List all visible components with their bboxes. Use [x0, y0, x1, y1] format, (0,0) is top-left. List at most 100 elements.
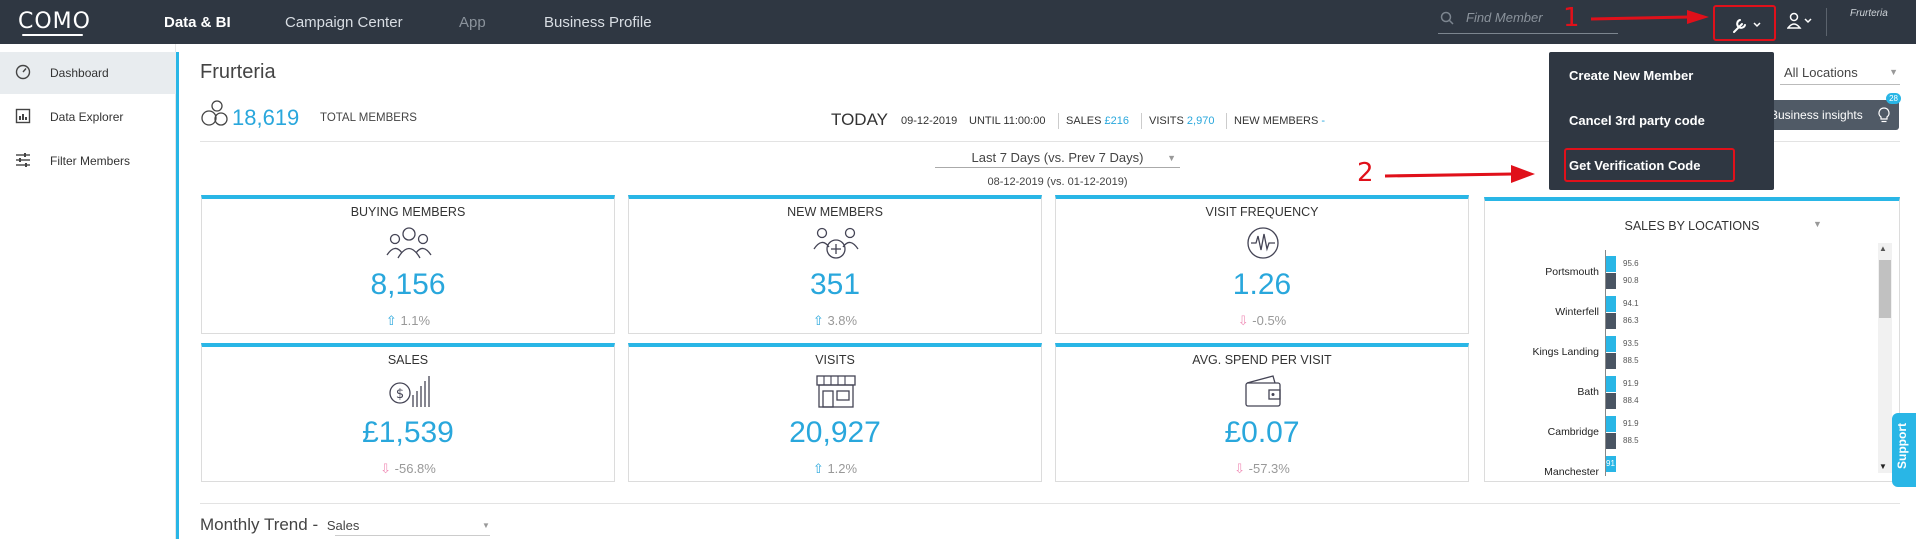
location-bar[interactable]	[1605, 313, 1616, 329]
kpi-title: VISIT FREQUENCY	[1205, 205, 1319, 219]
location-bar[interactable]	[1605, 256, 1616, 272]
kpi-title: BUYING MEMBERS	[350, 205, 466, 219]
nav-business-profile[interactable]: Business Profile	[544, 14, 652, 31]
up-arrow-icon: ⇧	[385, 313, 397, 328]
lightbulb-icon	[1878, 107, 1890, 123]
bar-value-label: 91.9	[1623, 419, 1639, 428]
menu-item-cancel-3rd-party-code[interactable]: Cancel 3rd party code	[1569, 113, 1705, 128]
kpi-change-value: -57.3%	[1248, 461, 1290, 476]
today-new-members-value: -	[1321, 115, 1326, 127]
bar-value-label: 88.5	[1623, 436, 1639, 445]
sidebar-item-data-explorer[interactable]: Data Explorer	[0, 96, 176, 138]
location-bar[interactable]	[1605, 376, 1616, 392]
location-bar[interactable]	[1605, 456, 1616, 472]
scroll-down-icon[interactable]: ▼	[1879, 462, 1887, 471]
sidebar-item-filter-members[interactable]: Filter Members	[0, 140, 176, 182]
bar-value-label: 88.4	[1623, 396, 1639, 405]
menu-item-get-verification-code[interactable]: Get Verification Code	[1569, 158, 1701, 173]
chevron-down-icon: ▼	[1167, 153, 1176, 163]
sales-icon: $	[389, 376, 430, 407]
today-new-members-label: NEW MEMBERS	[1234, 115, 1319, 127]
chevron-down-icon: ▼	[1889, 67, 1898, 77]
location-label: Bath	[1577, 386, 1599, 398]
annotation-number-1: 1	[1563, 3, 1580, 33]
bar-value-label: 91.9	[1623, 379, 1639, 388]
up-arrow-icon: ⇧	[812, 313, 824, 328]
nav-data-bi[interactable]: Data & BI	[164, 14, 231, 31]
today-sales: SALES £216	[1066, 115, 1129, 127]
menu-item-create-new-member[interactable]: Create New Member	[1569, 68, 1694, 83]
location-bar[interactable]	[1605, 416, 1616, 432]
como-logo[interactable]: COMO	[18, 9, 91, 36]
chevron-down-icon[interactable]: ▼	[482, 521, 490, 530]
bar-value-label: 90.8	[1623, 276, 1639, 285]
until-time: UNTIL 11:00:00	[969, 115, 1046, 127]
monthly-trend-selected[interactable]: Sales	[326, 518, 360, 533]
period-dropdown[interactable]: Last 7 Days (vs. Prev 7 Days) ▼	[935, 150, 1180, 168]
data-explorer-icon	[15, 108, 31, 124]
total-members-value: 18,619	[232, 105, 300, 130]
location-bar[interactable]	[1605, 433, 1616, 449]
total-members: 18,619 TOTAL MEMBERS	[200, 99, 417, 134]
buying-members-icon	[386, 227, 432, 259]
kpi-card-buying-members[interactable]: BUYING MEMBERS 8,156 ⇧ 1.1%	[201, 195, 615, 334]
annotation-number-2: 2	[1357, 158, 1374, 188]
nav-campaign-center[interactable]: Campaign Center	[285, 14, 403, 31]
kpi-card-visits[interactable]: VISITS 20,927 ⇧ 1.2%	[628, 343, 1042, 482]
location-bar[interactable]	[1605, 393, 1616, 409]
top-navigation-bar: COMO Data & BI Campaign Center App Busin…	[0, 0, 1916, 44]
annotation-arrow-1	[1590, 10, 1709, 24]
location-label: Portsmouth	[1545, 266, 1599, 278]
today-visits: VISITS 2,970	[1149, 115, 1214, 127]
kpi-card-avg-spend[interactable]: AVG. SPEND PER VISIT £0.07 ⇩ -57.3%	[1055, 343, 1469, 482]
up-arrow-icon: ⇧	[812, 461, 824, 476]
verification-code-highlight	[1564, 148, 1735, 182]
sliders-icon	[16, 153, 30, 167]
stat-divider	[1141, 113, 1142, 129]
kpi-card-sales[interactable]: SALES $ £1,539 ⇩ -56.8%	[201, 343, 615, 482]
wrench-icon	[1733, 19, 1761, 33]
down-arrow-icon: ⇩	[1237, 313, 1249, 328]
today-visits-value: 2,970	[1186, 115, 1215, 127]
tools-dropdown-menu: Create New Member Cancel 3rd party code …	[1549, 52, 1774, 190]
page-title: Frurteria	[200, 61, 276, 83]
chart-scrollbar-thumb[interactable]	[1879, 260, 1891, 318]
chevron-down-icon[interactable]: ▼	[1813, 219, 1822, 229]
period-range: 08-12-2019 (vs. 01-12-2019)	[987, 176, 1128, 188]
brand-logo[interactable]: Frurteria	[1850, 8, 1888, 19]
locations-dropdown[interactable]: All Locations ▼	[1780, 65, 1900, 85]
kpi-value: 1.26	[1232, 268, 1292, 301]
kpi-card-new-members[interactable]: NEW MEMBERS 351 ⇧ 3.8%	[628, 195, 1042, 334]
kpi-card-visit-frequency[interactable]: VISIT FREQUENCY 1.26 ⇩ -0.5%	[1055, 195, 1469, 334]
svg-text:$: $	[396, 387, 404, 402]
kpi-value: £0.07	[1224, 416, 1300, 449]
kpi-change-value: -0.5%	[1252, 313, 1287, 328]
support-tab[interactable]: Support	[1892, 413, 1916, 487]
today-sales-label: SALES	[1066, 115, 1102, 127]
today-visits-label: VISITS	[1149, 115, 1184, 127]
location-bar[interactable]	[1605, 353, 1616, 369]
kpi-change-value: 1.1%	[400, 313, 431, 328]
sidebar-item-dashboard[interactable]: Dashboard	[0, 52, 176, 94]
nav-app[interactable]: App	[459, 14, 486, 31]
sidebar-item-label: Dashboard	[50, 66, 109, 80]
nav-divider	[1826, 8, 1827, 36]
find-member-search[interactable]: Find Member	[1438, 8, 1618, 34]
business-insights-button[interactable]: Business insights 28	[1762, 93, 1901, 130]
find-member-placeholder: Find Member	[1466, 10, 1543, 25]
kpi-change: ⇧ 1.2%	[629, 461, 1041, 477]
location-label: Kings Landing	[1532, 346, 1599, 358]
location-label: Manchester	[1544, 466, 1599, 476]
location-bar[interactable]	[1605, 296, 1616, 312]
scroll-up-icon[interactable]: ▲	[1879, 244, 1887, 253]
location-bar[interactable]	[1605, 336, 1616, 352]
visit-frequency-icon	[1247, 227, 1279, 259]
sales-by-locations-card: SALES BY LOCATIONS ▼	[1484, 197, 1900, 482]
support-label: Support	[1895, 423, 1909, 469]
insights-count-badge: 28	[1886, 93, 1901, 104]
annotation-arrow-2	[1384, 165, 1535, 183]
bar-value-label: 91	[1606, 459, 1615, 468]
tools-menu-button[interactable]	[1713, 5, 1776, 41]
location-bar[interactable]	[1605, 273, 1616, 289]
user-menu-icon[interactable]	[1787, 12, 1817, 32]
